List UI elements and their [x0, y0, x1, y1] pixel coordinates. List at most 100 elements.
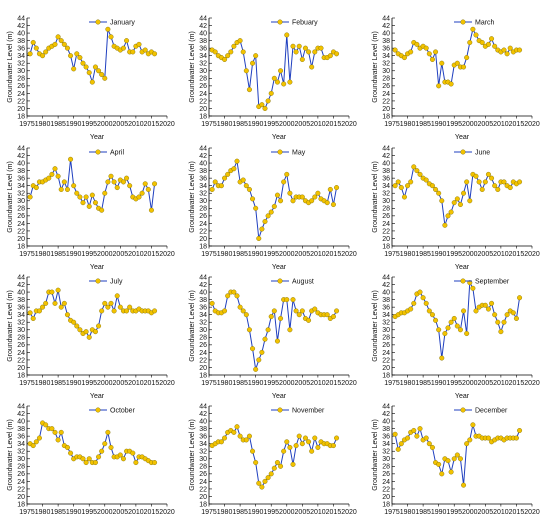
data-point: [457, 456, 463, 462]
x-tick-label: 2000: [462, 509, 478, 516]
y-tick-label: 28: [382, 464, 390, 471]
data-point: [111, 179, 117, 185]
data-point: [417, 426, 423, 432]
x-tick-label: 1980: [400, 509, 416, 516]
y-tick-label: 30: [17, 68, 25, 75]
data-point: [467, 198, 473, 204]
x-tick-label: 1995: [446, 380, 462, 387]
data-point: [243, 183, 249, 189]
data-point: [278, 315, 284, 321]
data-point: [398, 185, 404, 191]
data-point: [105, 304, 111, 310]
data-point: [68, 450, 74, 456]
x-tick-label: 1980: [217, 251, 233, 258]
x-tick-label: 2005: [478, 121, 494, 128]
data-point: [482, 302, 488, 308]
data-point: [86, 456, 92, 462]
x-tick-label: 2000: [279, 509, 295, 516]
x-tick-label: 1980: [400, 251, 416, 258]
x-tick-label: 2015: [326, 251, 342, 258]
data-point: [124, 38, 130, 44]
y-tick-label: 24: [17, 479, 25, 486]
y-tick-label: 28: [199, 76, 207, 83]
data-point: [489, 36, 495, 42]
x-tick-label: 1995: [446, 251, 462, 258]
data-point: [99, 308, 105, 314]
x-tick-label: 2020: [341, 121, 357, 128]
data-point: [225, 293, 231, 299]
y-tick-label: 22: [199, 357, 207, 364]
y-axis-label: Groundwater Level (m): [189, 31, 196, 103]
x-tick-label: 2000: [462, 380, 478, 387]
x-tick-label: 2010: [310, 121, 326, 128]
data-point: [479, 186, 485, 192]
x-tick-label: 2015: [509, 380, 525, 387]
legend-marker: [95, 278, 101, 284]
y-tick-label: 24: [382, 221, 390, 228]
data-point: [284, 171, 290, 177]
data-point: [457, 202, 463, 208]
data-point: [80, 200, 86, 206]
x-tick-label: 2005: [478, 509, 494, 516]
data-point: [473, 308, 479, 314]
y-tick-label: 26: [17, 83, 25, 90]
data-point: [439, 60, 445, 66]
data-point: [58, 429, 64, 435]
data-point: [405, 435, 411, 441]
data-point: [77, 55, 83, 61]
data-point: [284, 32, 290, 38]
y-tick-label: 36: [382, 305, 390, 312]
legend-label: January: [110, 20, 135, 27]
x-tick-label: 1985: [50, 121, 66, 128]
y-tick-label: 34: [382, 312, 390, 319]
data-point: [482, 179, 488, 185]
data-point: [262, 218, 268, 224]
data-point: [433, 186, 439, 192]
data-point: [234, 424, 240, 430]
data-point: [281, 448, 287, 454]
legend-marker: [460, 19, 466, 25]
data-point: [265, 98, 271, 104]
y-tick-label: 38: [199, 38, 207, 45]
data-point: [495, 319, 501, 325]
y-tick-label: 40: [199, 418, 207, 425]
x-tick-label: 1975: [19, 380, 35, 387]
data-point: [43, 422, 49, 428]
x-tick-label: 1975: [19, 121, 35, 128]
data-point: [445, 458, 451, 464]
data-point: [401, 194, 407, 200]
data-point: [302, 435, 308, 441]
data-point: [111, 308, 117, 314]
data-point: [58, 186, 64, 192]
x-tick-label: 2005: [478, 251, 494, 258]
data-point: [429, 183, 435, 189]
x-tick-label: 2005: [478, 380, 494, 387]
data-point: [454, 60, 460, 66]
y-tick-label: 40: [17, 418, 25, 425]
data-point: [96, 454, 102, 460]
x-tick-label: 1975: [201, 121, 217, 128]
y-tick-label: 20: [17, 494, 25, 501]
data-point: [55, 287, 61, 293]
y-tick-label: 34: [199, 53, 207, 60]
x-tick-label: 2020: [341, 509, 357, 516]
data-point: [30, 443, 36, 449]
data-point: [436, 83, 442, 89]
y-tick-label: 20: [17, 106, 25, 113]
data-point: [237, 433, 243, 439]
y-tick-label: 42: [382, 23, 390, 30]
x-tick-label: 1985: [232, 121, 248, 128]
data-point: [152, 460, 158, 466]
data-point: [293, 443, 299, 449]
data-point: [281, 81, 287, 87]
data-point: [55, 437, 61, 443]
data-point: [253, 53, 259, 59]
data-point: [124, 308, 130, 314]
data-point: [61, 41, 67, 47]
y-tick-label: 30: [17, 456, 25, 463]
data-point: [92, 460, 98, 466]
data-point: [152, 181, 158, 187]
